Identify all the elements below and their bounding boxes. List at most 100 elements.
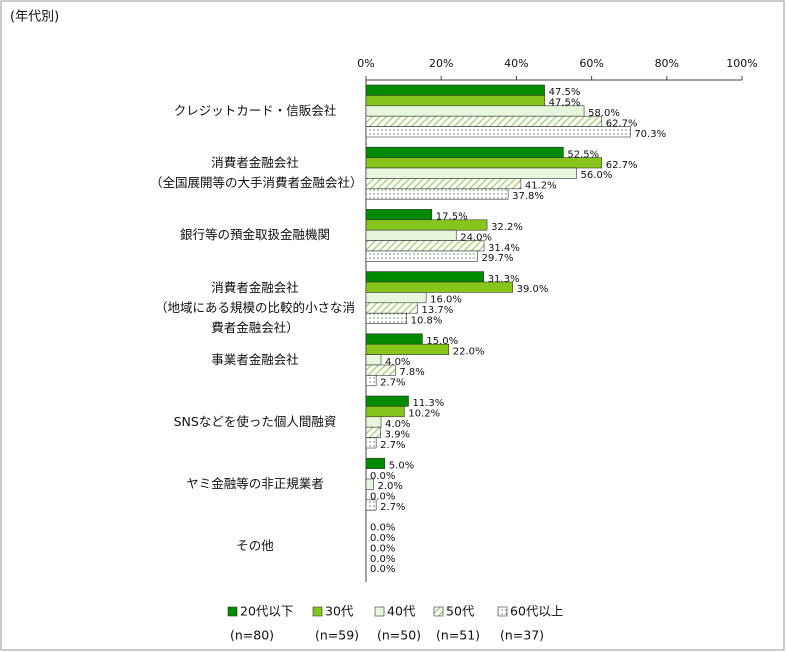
bar [365,250,478,262]
x-tick-label: 80% [655,57,679,70]
legend-n: (n=80) [230,628,274,643]
legend-n: (n=37) [500,628,544,643]
bar [365,146,564,158]
value-label: 52.5% [567,149,599,160]
value-label: 10.8% [411,315,443,326]
value-label: 4.0% [385,357,410,368]
legend-label: 40代 [387,604,416,619]
bar [365,457,386,469]
value-label: 0.0% [370,492,395,503]
bar [365,219,488,231]
x-tick-label: 60% [579,57,603,70]
bar [365,354,382,366]
x-tick-label: 20% [429,57,453,70]
bar [365,364,396,376]
subtitle: (年代別) [10,10,59,25]
value-label: 2.7% [380,440,405,451]
legend-n: (n=50) [377,628,421,643]
category-label: 銀行等の預金取扱金融機関 [179,227,330,243]
value-label: 0.0% [370,554,395,565]
bar [365,343,450,355]
legend-n: (n=51) [436,628,480,643]
value-label: 7.8% [399,367,424,378]
value-label: 37.8% [512,191,544,202]
value-label: 24.0% [460,232,492,243]
bar [365,406,405,418]
value-label: 0.0% [370,471,395,482]
x-tick-label: 100% [726,57,757,70]
bar [365,416,382,428]
value-label: 47.5% [549,98,581,109]
bar [365,126,631,138]
value-label: 5.0% [389,460,414,471]
value-label: 11.3% [412,398,444,409]
bar [365,292,427,304]
value-label: 4.0% [385,419,410,430]
category-label: ヤミ金融等の非正規業者 [186,476,324,492]
bar [365,95,545,107]
x-tick-label: 40% [504,57,528,70]
legend-label: 60代以上 [510,604,563,619]
value-label: 2.7% [380,378,405,389]
value-label: 31.3% [488,274,520,285]
value-label: 3.9% [385,429,410,440]
value-label: 58.0% [588,108,620,119]
bar [365,375,377,387]
legend-label: 30代 [325,604,354,619]
value-label: 62.7% [606,160,638,171]
legend-n: (n=59) [315,628,359,643]
value-label: 10.2% [408,409,440,420]
bar [365,281,513,293]
bar [365,178,522,190]
value-label: 2.0% [378,481,403,492]
legend-swatch [227,606,238,617]
value-label: 31.4% [488,243,520,254]
value-label: 15.0% [426,336,458,347]
value-label: 2.7% [380,502,405,513]
legend-label: 50代 [446,604,475,619]
legend-swatch [312,606,323,617]
bar [365,333,423,345]
bar [365,312,407,324]
value-label: 29.7% [482,253,514,264]
category-label: 消費者金融会社 （全国展開等の大手消費者金融会社） [150,155,363,191]
value-label: 0.0% [370,523,395,534]
value-label: 0.0% [370,543,395,554]
value-label: 0.0% [370,533,395,544]
bar [365,437,377,449]
bar [365,115,603,127]
value-label: 16.0% [430,295,462,306]
value-label: 70.3% [634,129,666,140]
category-label: クレジットカード・信販会社 [173,103,337,118]
legend-swatch [497,606,508,617]
bar [365,426,381,438]
value-label: 13.7% [422,305,454,316]
bar [365,209,433,221]
value-label: 22.0% [453,346,485,357]
legend-swatch [374,606,385,617]
value-label: 17.5% [436,212,468,223]
category-label: その他 [236,538,274,554]
value-label: 62.7% [606,118,638,129]
value-label: 39.0% [517,284,549,295]
value-label: 47.5% [549,87,581,98]
bar [365,229,457,241]
bar [365,105,585,117]
legend-label: 20代以下 [240,604,293,619]
value-label: 41.2% [525,181,557,192]
bar [365,240,485,252]
value-label: 32.2% [491,222,523,233]
bar [365,271,484,283]
bar [365,302,418,314]
bar [365,395,409,407]
bar [365,167,577,179]
category-label: SNSなどを使った個人間融資 [173,414,337,429]
x-tick-label: 0% [357,57,374,70]
value-label: 56.0% [581,170,613,181]
value-label: 0.0% [370,564,395,575]
bar [365,157,603,169]
category-label: 事業者金融会社 [211,351,299,367]
